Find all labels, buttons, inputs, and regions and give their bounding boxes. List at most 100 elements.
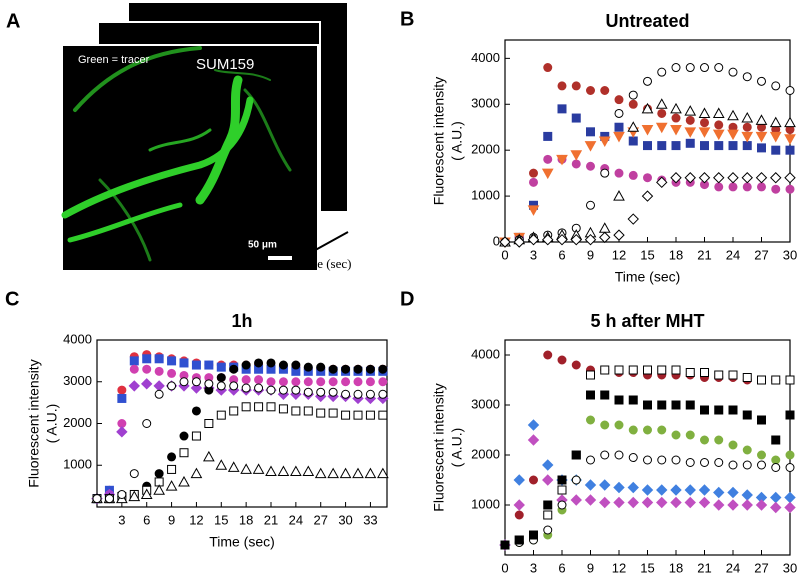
- point: [784, 116, 796, 128]
- point: [556, 154, 568, 166]
- point: [770, 491, 782, 504]
- point: [757, 450, 766, 460]
- point: [742, 72, 752, 82]
- point: [784, 134, 796, 145]
- point: [700, 141, 709, 151]
- panel-label: D: [400, 288, 414, 310]
- point: [104, 494, 114, 504]
- point: [628, 365, 638, 375]
- point: [141, 378, 153, 390]
- point: [241, 402, 251, 412]
- point: [557, 104, 567, 114]
- point: [628, 453, 638, 462]
- x-tick-label: 30: [783, 560, 797, 575]
- x-tick-label: 18: [239, 512, 253, 527]
- point: [628, 90, 638, 100]
- x-tick-label: 12: [612, 560, 626, 575]
- point: [628, 395, 638, 405]
- point: [757, 182, 766, 192]
- x-tick-label: 21: [264, 512, 278, 527]
- point: [229, 406, 239, 416]
- point: [670, 496, 682, 509]
- point: [571, 159, 581, 169]
- x-tick-label: 21: [697, 247, 711, 262]
- y-tick-label: 2000: [471, 142, 500, 157]
- point: [541, 168, 554, 180]
- series: [500, 63, 795, 247]
- point: [627, 121, 640, 132]
- point: [378, 364, 388, 374]
- y-tick-label: 2000: [63, 415, 92, 430]
- point: [178, 475, 190, 487]
- series: [499, 172, 796, 248]
- arrow-head: [284, 257, 299, 268]
- point: [191, 360, 201, 370]
- scale-bar: [268, 256, 292, 260]
- point: [316, 408, 326, 418]
- y-tick-label: 3000: [63, 373, 92, 388]
- y-axis-label: ( A.U.): [44, 404, 60, 444]
- y-tick-label: 1000: [471, 496, 500, 511]
- point: [684, 484, 696, 496]
- point: [728, 67, 738, 77]
- point: [784, 501, 796, 514]
- point: [670, 125, 682, 136]
- point: [500, 540, 510, 550]
- x-tick-label: 30: [783, 247, 797, 262]
- series: [500, 63, 795, 247]
- point: [698, 496, 711, 509]
- point: [378, 377, 388, 387]
- point: [252, 463, 265, 474]
- y-tick-label: 2000: [471, 446, 500, 461]
- point: [614, 450, 624, 460]
- point: [154, 354, 164, 364]
- point: [571, 475, 581, 485]
- x-tick-label: 27: [754, 560, 768, 575]
- point: [153, 484, 165, 495]
- point: [785, 450, 795, 460]
- point: [215, 459, 228, 470]
- point: [341, 364, 351, 374]
- series: [499, 419, 796, 551]
- point: [291, 377, 301, 387]
- point: [727, 172, 739, 184]
- point: [671, 365, 681, 375]
- point: [599, 231, 611, 244]
- point: [742, 122, 752, 132]
- point: [785, 375, 795, 385]
- point: [599, 479, 611, 491]
- point: [714, 458, 724, 467]
- point: [714, 435, 724, 445]
- point: [129, 469, 139, 479]
- x-axis-label: Time (sec): [209, 534, 275, 550]
- x-tick-label: 9: [587, 247, 594, 262]
- point: [757, 143, 766, 153]
- point: [266, 402, 276, 412]
- point: [203, 450, 215, 462]
- point: [529, 530, 538, 540]
- point: [628, 99, 638, 109]
- point: [656, 176, 668, 189]
- point: [154, 366, 164, 376]
- point: [698, 127, 711, 138]
- point: [167, 464, 177, 474]
- point: [216, 410, 226, 420]
- x-tick-label: 24: [726, 560, 740, 575]
- point: [543, 154, 553, 164]
- point: [167, 356, 177, 366]
- point: [117, 489, 127, 499]
- x-tick-label: 15: [214, 512, 228, 527]
- point: [586, 415, 595, 425]
- point: [513, 499, 525, 511]
- x-tick-label: 6: [143, 512, 150, 527]
- point: [785, 86, 795, 95]
- point: [529, 475, 538, 485]
- point: [204, 419, 214, 428]
- point: [142, 364, 152, 374]
- point: [614, 395, 624, 405]
- plot-frame: [96, 339, 388, 508]
- point: [142, 419, 152, 428]
- point: [229, 364, 239, 374]
- point: [365, 389, 375, 399]
